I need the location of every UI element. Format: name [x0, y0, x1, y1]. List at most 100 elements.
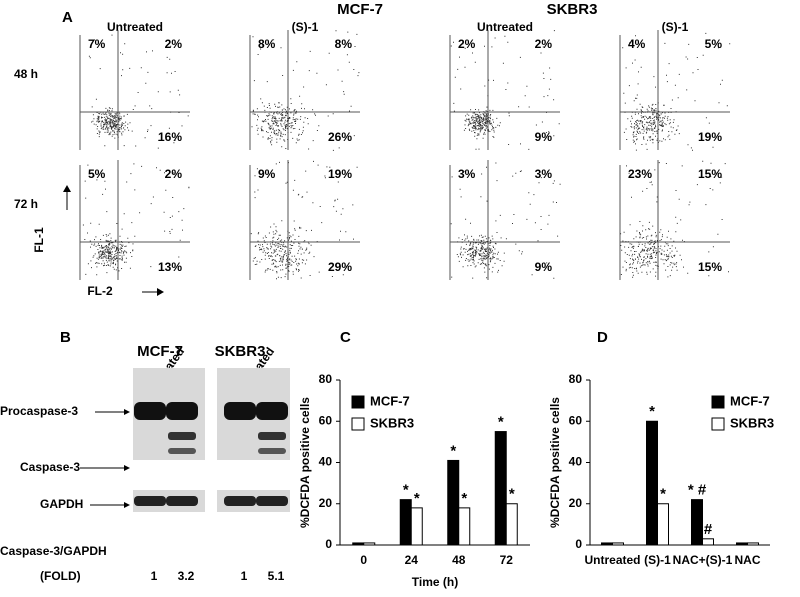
group-title: MCF-7	[137, 343, 183, 360]
bar	[363, 542, 376, 546]
x-tick-label: NAC+(S)-1	[673, 553, 733, 567]
ratio-value: 1	[241, 569, 248, 583]
bar	[410, 507, 423, 546]
significance-label: *	[649, 403, 655, 420]
blot-band	[166, 496, 198, 506]
x-axis-title: Time (h)	[412, 575, 458, 589]
arrow-head	[124, 409, 130, 415]
bar	[399, 499, 412, 546]
y-tick-label: 40	[319, 455, 333, 469]
quadrant-percent: 19%	[698, 130, 722, 144]
bar	[505, 503, 518, 546]
quadrant-percent: 29%	[328, 260, 352, 274]
y-tick-label: 0	[575, 537, 582, 551]
significance-label: * #	[688, 482, 707, 499]
blot-band	[224, 402, 256, 420]
blot-band	[256, 496, 288, 506]
x-tick-label: Untreated	[584, 553, 640, 567]
quadrant-percent: 4%	[628, 37, 646, 51]
quadrant-percent: 2%	[165, 167, 183, 181]
bar	[646, 420, 658, 546]
blot-band	[134, 402, 166, 420]
ratio-value: 5.1	[268, 569, 285, 583]
significance-label: *	[450, 442, 456, 459]
blot-band	[168, 448, 196, 454]
bar	[494, 431, 507, 546]
y-tick-label: 20	[569, 496, 583, 510]
quadrant-percent: 13%	[158, 260, 182, 274]
axis-label: FL-2	[87, 284, 113, 298]
legend-label: MCF-7	[370, 393, 410, 408]
event-dots	[251, 30, 360, 151]
y-tick-label: 80	[319, 372, 333, 386]
legend-swatch	[351, 395, 365, 409]
bar	[447, 459, 460, 546]
quadrant-percent: 2%	[535, 37, 553, 51]
blot-band	[258, 432, 286, 440]
significance-label: *	[660, 486, 666, 503]
quadrant-percent: 5%	[88, 167, 106, 181]
quadrant-percent: 19%	[328, 167, 352, 181]
arrow-head	[157, 288, 164, 296]
significance-label: *	[509, 486, 515, 503]
band-label: Caspase-3	[20, 460, 80, 474]
column-title: Untreated	[477, 20, 533, 34]
legend-label: MCF-7	[730, 393, 770, 408]
significance-label: *	[498, 414, 504, 431]
column-title: (S)-1	[662, 20, 689, 34]
panel-label: A	[62, 9, 73, 26]
bar	[747, 542, 759, 546]
x-tick-label: (S)-1	[644, 553, 671, 567]
ratio-label: Caspase-3/GAPDH	[0, 544, 107, 558]
blot-band	[166, 402, 198, 420]
legend-label: SKBR3	[370, 415, 414, 430]
ratio-value: 3.2	[178, 569, 195, 583]
quadrant-percent: 15%	[698, 167, 722, 181]
x-tick-label: 0	[360, 553, 367, 567]
quadrant-percent: 2%	[165, 37, 183, 51]
bar	[612, 542, 624, 546]
significance-label: #	[704, 521, 713, 538]
y-tick-label: 40	[569, 455, 583, 469]
legend-label: SKBR3	[730, 415, 774, 430]
y-tick-label: 60	[319, 413, 333, 427]
x-tick-label: NAC	[735, 553, 761, 567]
quadrant-percent: 9%	[535, 130, 553, 144]
x-tick-label: 48	[452, 553, 466, 567]
significance-label: *	[461, 490, 467, 507]
event-dots	[450, 162, 561, 279]
group-title: MCF-7	[337, 1, 383, 18]
ratio-value: 1	[151, 569, 158, 583]
y-tick-label: 60	[569, 413, 583, 427]
column-title: Untreated	[107, 20, 163, 34]
quadrant-percent: 16%	[158, 130, 182, 144]
bar	[691, 499, 703, 546]
bar	[736, 542, 748, 546]
quadrant-percent: 3%	[458, 167, 476, 181]
significance-label: *	[403, 482, 409, 499]
blot-band	[134, 496, 166, 506]
bar	[657, 503, 669, 546]
band-label: Procaspase-3	[0, 404, 78, 418]
group-title: SKBR3	[547, 1, 598, 18]
quadrant-percent: 26%	[328, 130, 352, 144]
x-tick-label: 24	[405, 553, 419, 567]
legend-swatch	[351, 417, 365, 431]
panel-label: D	[597, 329, 608, 346]
column-title: (S)-1	[292, 20, 319, 34]
row-label: 48 h	[14, 67, 38, 81]
blot-band	[224, 496, 256, 506]
quadrant-percent: 8%	[335, 37, 353, 51]
axis-label: FL-1	[32, 227, 46, 253]
band-label: GAPDH	[40, 497, 83, 511]
y-tick-label: 20	[319, 496, 333, 510]
quadrant-percent: 8%	[258, 37, 276, 51]
bar	[458, 507, 471, 546]
legend-swatch	[711, 417, 725, 431]
y-axis-title: %DCFDA positive cells	[548, 397, 562, 528]
y-axis-title: %DCFDA positive cells	[298, 397, 312, 528]
arrow-head	[63, 185, 71, 192]
quadrant-percent: 2%	[458, 37, 476, 51]
row-label: 72 h	[14, 197, 38, 211]
